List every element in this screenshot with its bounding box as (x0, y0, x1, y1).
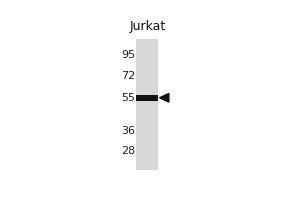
Bar (136, 39, 158, 170)
Text: 28: 28 (121, 146, 135, 156)
Bar (136, 95, 158, 101)
Text: Jurkat: Jurkat (129, 20, 166, 33)
Text: 55: 55 (121, 93, 135, 103)
Polygon shape (160, 93, 169, 102)
Text: 36: 36 (121, 126, 135, 136)
Text: 95: 95 (121, 50, 135, 60)
Text: 72: 72 (121, 71, 135, 81)
